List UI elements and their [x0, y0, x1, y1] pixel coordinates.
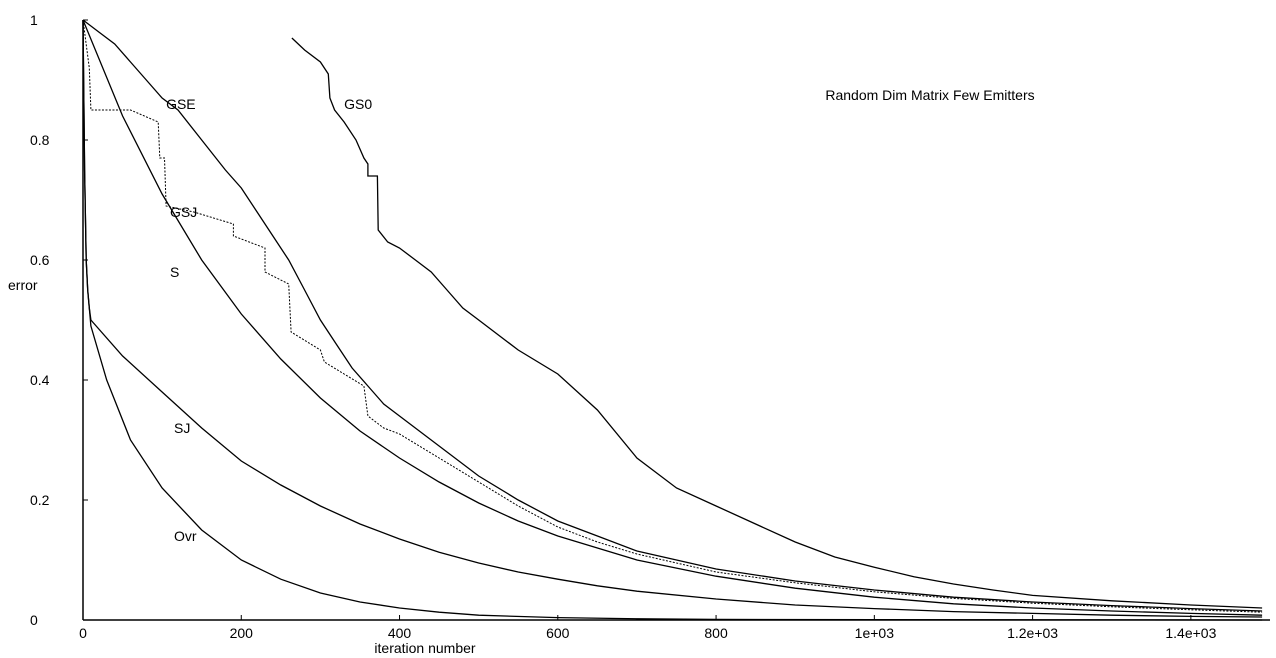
x-tick-label: 1.4e+03 [1165, 625, 1216, 641]
chart-title: Random Dim Matrix Few Emitters [825, 87, 1034, 103]
x-ticks: 0 200 400 600 800 1e+03 1.2e+03 1.4e+03 [79, 615, 1217, 641]
x-tick-label: 0 [79, 625, 87, 641]
series-line-gs0 [291, 37, 1263, 609]
y-tick-label: 0.2 [30, 492, 50, 508]
series-label-sj: SJ [174, 420, 190, 436]
x-tick-label: 200 [230, 625, 254, 641]
y-tick-label: 0.6 [30, 252, 50, 268]
series-line-sj [82, 19, 1263, 618]
x-tick-label: 600 [546, 625, 570, 641]
series-line-ovr [82, 19, 1263, 621]
series-label-s: S [170, 264, 179, 280]
y-tick-label: 0.8 [30, 132, 50, 148]
y-tick-label: 0.4 [30, 372, 50, 388]
series-lines [82, 19, 1263, 621]
x-tick-label: 400 [388, 625, 412, 641]
x-tick-label: 1.2e+03 [1007, 625, 1058, 641]
y-tick-label: 0 [30, 612, 38, 628]
series-label-gs0: GS0 [344, 96, 372, 112]
series-label-gsj: GSJ [170, 204, 197, 220]
y-ticks: 0 0.2 0.4 0.6 0.8 1 [30, 12, 88, 628]
series-line-gse [82, 19, 1263, 612]
x-tick-label: 1e+03 [855, 625, 895, 641]
series-line-s [82, 19, 1263, 616]
series-labels: GS0 GSE GSJ S SJ Ovr [166, 96, 372, 544]
y-axis-title: error [8, 277, 38, 293]
x-tick-label: 800 [704, 625, 728, 641]
series-label-gse: GSE [166, 96, 196, 112]
x-axis-title: iteration number [374, 640, 476, 656]
series-label-ovr: Ovr [174, 528, 197, 544]
y-tick-label: 1 [30, 12, 38, 28]
series-line-gsj [82, 19, 1263, 613]
